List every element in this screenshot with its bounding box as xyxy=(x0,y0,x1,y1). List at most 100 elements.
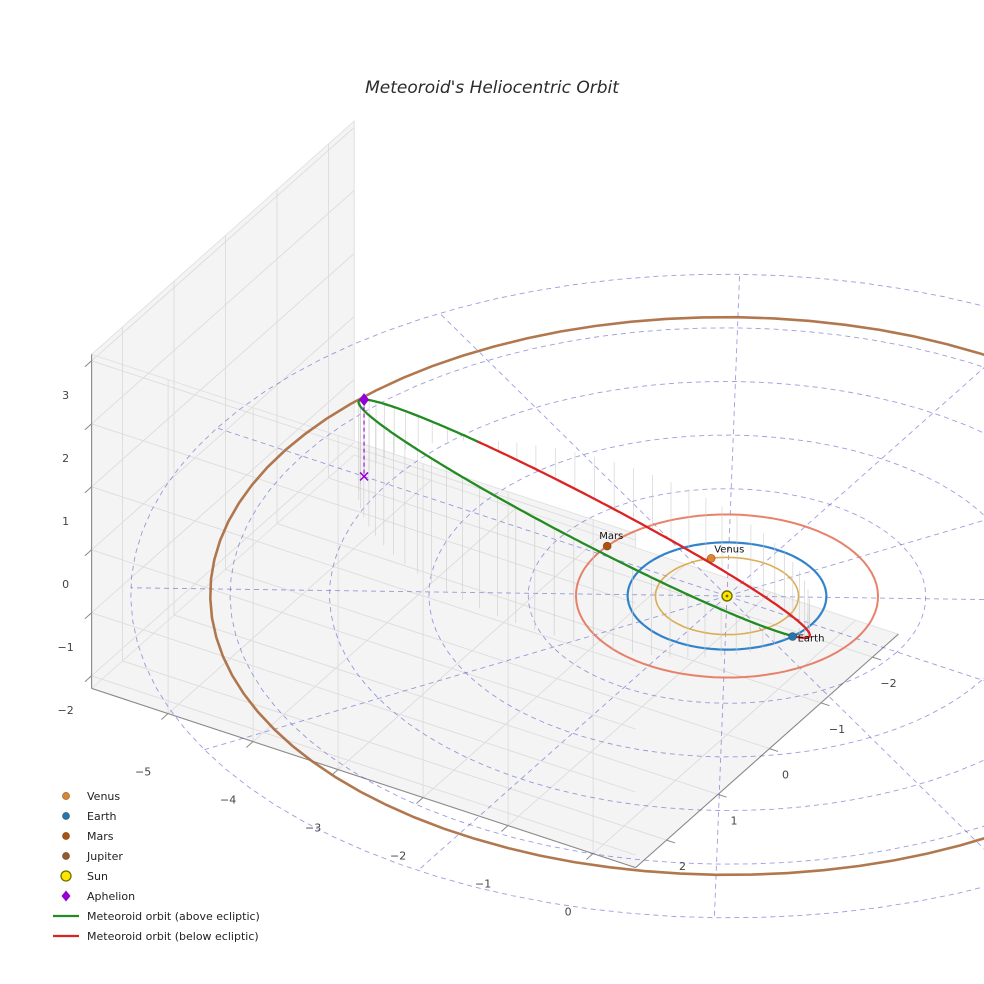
earth-label: Earth xyxy=(798,634,825,645)
y-tick-label: 0 xyxy=(782,769,789,782)
mars-marker xyxy=(602,541,612,551)
legend-label: Sun xyxy=(87,869,108,883)
z-tick-label: 0 xyxy=(62,578,69,591)
grid-line xyxy=(91,127,355,362)
y-tick-label: 2 xyxy=(679,860,686,873)
earth-orbit-path xyxy=(626,541,828,651)
legend-label: Mars xyxy=(87,829,114,843)
x-tick-mark xyxy=(586,853,594,860)
orbit-stems xyxy=(358,399,810,658)
grid-line xyxy=(91,379,355,614)
grid-line xyxy=(91,486,636,667)
legend: Venus Earth Mars Jupiter Sun Aphelion Me… xyxy=(50,786,260,946)
axes-lines: −5 −4 −3 −2 −1 0 −2 −1 0 1 2 −2 −1 0 1 2 3 xyxy=(57,354,899,919)
meteoroid-orbit-above-path xyxy=(362,398,479,443)
dot-glyph-icon xyxy=(62,792,70,800)
grid-line xyxy=(276,523,822,704)
jupiter-orbit-path xyxy=(208,315,984,877)
axes-panes xyxy=(90,119,900,869)
meteoroid-orbit xyxy=(357,398,811,640)
body-markers: Venus Earth Mars xyxy=(599,531,825,645)
y-tick-mark xyxy=(820,702,830,707)
pane-gridlines xyxy=(91,127,873,856)
diamond-glyph-icon xyxy=(61,890,71,902)
legend-label: Aphelion xyxy=(87,889,136,903)
legend-label: Meteoroid orbit (below ecliptic) xyxy=(87,929,259,943)
venus-orbit-path xyxy=(654,556,800,636)
z-tick-label: 1 xyxy=(62,515,69,528)
grid-line xyxy=(91,316,355,551)
z-tick-label: 3 xyxy=(62,389,69,402)
polar-grid-spoke xyxy=(417,595,728,871)
grid-line xyxy=(252,507,517,742)
circle-lg-glyph-icon xyxy=(60,870,72,882)
x-tick-label: 0 xyxy=(565,906,572,919)
polar-grid-spoke xyxy=(726,519,984,597)
legend-label: Earth xyxy=(87,809,117,823)
grid-line xyxy=(91,190,355,425)
venus-label: Venus xyxy=(714,544,744,555)
z-tick-mark xyxy=(84,486,92,494)
legend-item-sun: Sun xyxy=(50,866,260,886)
x-tick-mark xyxy=(161,713,169,720)
z-tick-mark xyxy=(84,675,92,683)
z-tick-mark xyxy=(84,612,92,620)
y-tick-mark xyxy=(666,839,676,844)
x-tick-mark xyxy=(246,741,254,748)
legend-item-mars: Mars xyxy=(50,826,260,846)
grid-line xyxy=(122,660,667,841)
grid-line xyxy=(91,612,636,793)
polar-grid-circle xyxy=(229,327,984,865)
y-axis-line xyxy=(635,633,899,869)
orbit-above-legend-marker xyxy=(53,914,79,918)
planet-orbits xyxy=(208,315,984,877)
meteoroid-orbit-below-path xyxy=(475,440,811,640)
sun-center-dot xyxy=(725,594,729,598)
x-tick-label: −2 xyxy=(390,850,406,863)
grid-line xyxy=(167,479,432,714)
z-tick-label: −2 xyxy=(57,704,73,717)
y-tick-label: 1 xyxy=(731,814,738,827)
z-tick-mark xyxy=(84,423,92,431)
grid-line xyxy=(592,619,857,854)
dot-glyph-icon xyxy=(62,852,70,860)
grid-line xyxy=(507,591,772,826)
grid-line xyxy=(91,549,636,730)
x-tick-label: −1 xyxy=(475,878,491,891)
venus-legend-marker xyxy=(62,792,70,800)
grid-line xyxy=(225,568,770,750)
legend-item-aphelion: Aphelion xyxy=(50,886,260,906)
x-tick-label: −4 xyxy=(220,794,236,807)
venus-marker xyxy=(706,553,716,563)
legend-item-jupiter: Jupiter xyxy=(50,846,260,866)
y-tick-mark xyxy=(872,656,882,661)
legend-label: Meteoroid orbit (above ecliptic) xyxy=(87,909,260,923)
aphelion-legend-marker xyxy=(61,890,71,902)
jupiter-legend-marker xyxy=(62,852,70,860)
legend-label: Jupiter xyxy=(87,849,123,863)
mars-orbit-path xyxy=(574,513,880,679)
z-tick-mark xyxy=(84,549,92,557)
earth-legend-marker xyxy=(62,812,70,820)
y-tick-mark xyxy=(769,748,779,752)
sun-legend-marker xyxy=(60,870,72,882)
z-tick-label: −1 xyxy=(57,641,73,654)
x-tick-label: −5 xyxy=(135,766,151,779)
legend-item-orbit-above: Meteoroid orbit (above ecliptic) xyxy=(50,906,260,926)
z-tick-mark xyxy=(84,360,92,368)
grid-line xyxy=(91,675,636,856)
mars-legend-marker xyxy=(62,832,70,840)
mars-label: Mars xyxy=(599,531,623,542)
aphelion-ground-x-icon xyxy=(359,471,369,481)
earth-marker xyxy=(788,632,797,641)
dot-glyph-icon xyxy=(62,832,70,840)
x-tick-mark xyxy=(501,825,509,832)
legend-item-venus: Venus xyxy=(50,786,260,806)
chart-title: Meteoroid's Heliocentric Orbit xyxy=(365,78,619,98)
meteoroid-orbit-above-path xyxy=(357,398,793,637)
dot-glyph-icon xyxy=(62,812,70,820)
orbit-below-legend-marker xyxy=(53,934,79,938)
legend-item-earth: Earth xyxy=(50,806,260,826)
